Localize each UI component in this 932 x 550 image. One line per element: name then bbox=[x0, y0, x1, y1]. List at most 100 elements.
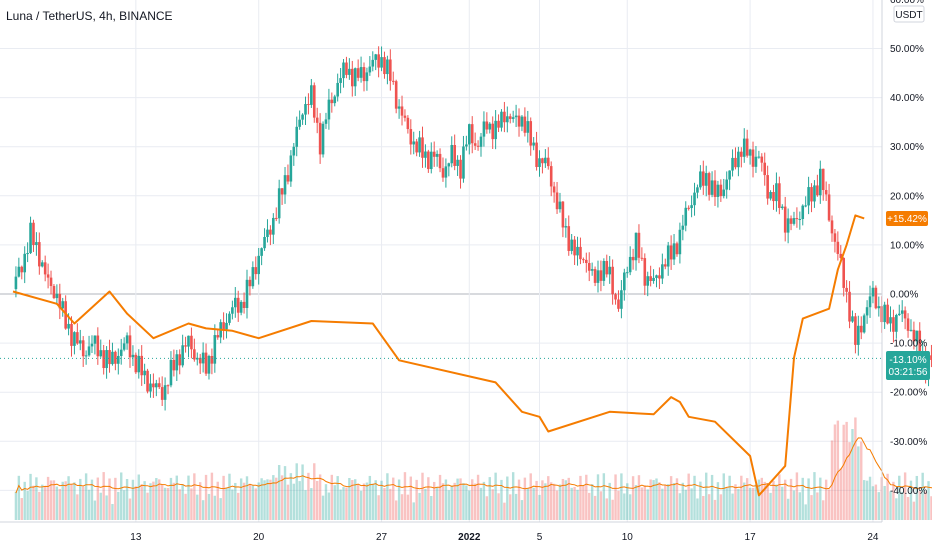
volume-bar bbox=[544, 483, 547, 520]
volume-bar bbox=[611, 499, 614, 520]
candle-body bbox=[391, 80, 395, 82]
volume-bar bbox=[567, 477, 570, 520]
y-tick-label: 60.00% bbox=[890, 0, 924, 6]
volume-bar bbox=[857, 446, 860, 520]
candle-body bbox=[359, 67, 363, 78]
candle-body bbox=[520, 116, 524, 127]
candle-body bbox=[418, 137, 421, 153]
candle-body bbox=[801, 205, 805, 219]
volume-bar bbox=[181, 484, 184, 520]
volume-bar bbox=[465, 485, 468, 520]
candle-body bbox=[327, 99, 331, 120]
volume-bar bbox=[216, 481, 219, 520]
candle-body bbox=[807, 187, 810, 206]
x-tick-label: 10 bbox=[622, 532, 634, 543]
volume-bar bbox=[781, 486, 784, 520]
volume-bar bbox=[82, 486, 85, 520]
volume-bar bbox=[485, 496, 489, 520]
volume-bar bbox=[234, 482, 237, 520]
volume-bar bbox=[140, 484, 143, 520]
volume-bar bbox=[862, 480, 866, 520]
candle-body bbox=[570, 239, 573, 251]
volume-bar bbox=[52, 480, 56, 520]
candle-body bbox=[529, 121, 533, 146]
volume-bar bbox=[237, 492, 240, 520]
candle-body bbox=[377, 54, 380, 68]
candle-body bbox=[842, 257, 845, 288]
volume-bar bbox=[585, 474, 588, 520]
volume-bar bbox=[576, 489, 579, 520]
volume-bar bbox=[757, 479, 761, 520]
volume-bar bbox=[351, 480, 354, 520]
candle-body bbox=[312, 85, 316, 118]
volume-bar bbox=[415, 479, 418, 520]
volume-bar bbox=[646, 489, 649, 520]
candle-body bbox=[482, 121, 486, 137]
candle-body bbox=[93, 335, 97, 344]
candle-body bbox=[523, 116, 527, 133]
candle-body bbox=[383, 57, 386, 75]
volume-bar bbox=[517, 479, 521, 520]
volume-bar bbox=[427, 477, 430, 520]
volume-bar bbox=[342, 487, 345, 520]
volume-bar bbox=[901, 491, 904, 520]
candle-body bbox=[318, 122, 322, 155]
volume-bar bbox=[769, 492, 772, 520]
volume-bar bbox=[903, 472, 907, 520]
volume-bar bbox=[248, 483, 252, 520]
candle-body bbox=[865, 307, 869, 316]
candle-body bbox=[429, 151, 433, 170]
candle-body bbox=[678, 229, 682, 255]
volume-bar bbox=[374, 480, 377, 520]
time-axis[interactable]: 1320272022510172428 bbox=[130, 532, 932, 543]
candle-body bbox=[646, 276, 650, 286]
candle-body bbox=[163, 385, 167, 400]
candle-body bbox=[169, 359, 173, 386]
overlay-value-text: +15.42% bbox=[887, 214, 927, 225]
candle-body bbox=[342, 62, 345, 79]
candle-body bbox=[503, 111, 506, 123]
candle-body bbox=[339, 78, 342, 83]
candle-body bbox=[403, 115, 407, 118]
candle-body bbox=[336, 82, 339, 97]
candle-body bbox=[353, 68, 357, 87]
volume-bar bbox=[497, 493, 500, 520]
volume-bar bbox=[38, 491, 41, 520]
volume-bar bbox=[14, 491, 18, 520]
candle-body bbox=[883, 304, 886, 323]
candle-body bbox=[751, 149, 755, 167]
candle-body bbox=[538, 158, 541, 167]
price-axis[interactable]: 60.00% 50.00% 40.00% 30.00% 20.00% 10.00% 0.00… bbox=[890, 0, 927, 497]
candle-body bbox=[517, 115, 521, 127]
candle-body bbox=[824, 190, 828, 195]
candle-body bbox=[579, 246, 582, 260]
candle-body bbox=[204, 352, 208, 374]
candle-body bbox=[582, 259, 585, 261]
candle-body bbox=[73, 332, 76, 346]
volume-bar bbox=[409, 476, 412, 520]
candle-body bbox=[453, 145, 456, 166]
volume-bar bbox=[506, 476, 509, 520]
volume-bar bbox=[476, 474, 480, 520]
candle-body bbox=[465, 144, 468, 147]
volume-bar bbox=[482, 481, 486, 520]
candle-body bbox=[602, 260, 606, 281]
volume-bar bbox=[143, 481, 146, 520]
candle-body bbox=[292, 146, 296, 156]
volume-bar bbox=[87, 489, 91, 520]
candle-body bbox=[283, 175, 287, 195]
candle-body bbox=[356, 68, 360, 78]
volume-bar bbox=[380, 480, 383, 520]
volume-bar bbox=[658, 482, 661, 520]
volume-bar bbox=[786, 498, 790, 520]
candle-body bbox=[576, 246, 579, 256]
candle-body bbox=[930, 355, 932, 360]
currency-unit-box[interactable]: USDT bbox=[893, 5, 925, 23]
volume-bar bbox=[453, 482, 456, 520]
candle-body bbox=[745, 138, 749, 156]
chart-title: Luna / TetherUS, 4h, BINANCE bbox=[6, 9, 173, 23]
candle-body bbox=[260, 248, 263, 256]
candle-body bbox=[14, 276, 18, 290]
volume-bar bbox=[324, 484, 328, 520]
